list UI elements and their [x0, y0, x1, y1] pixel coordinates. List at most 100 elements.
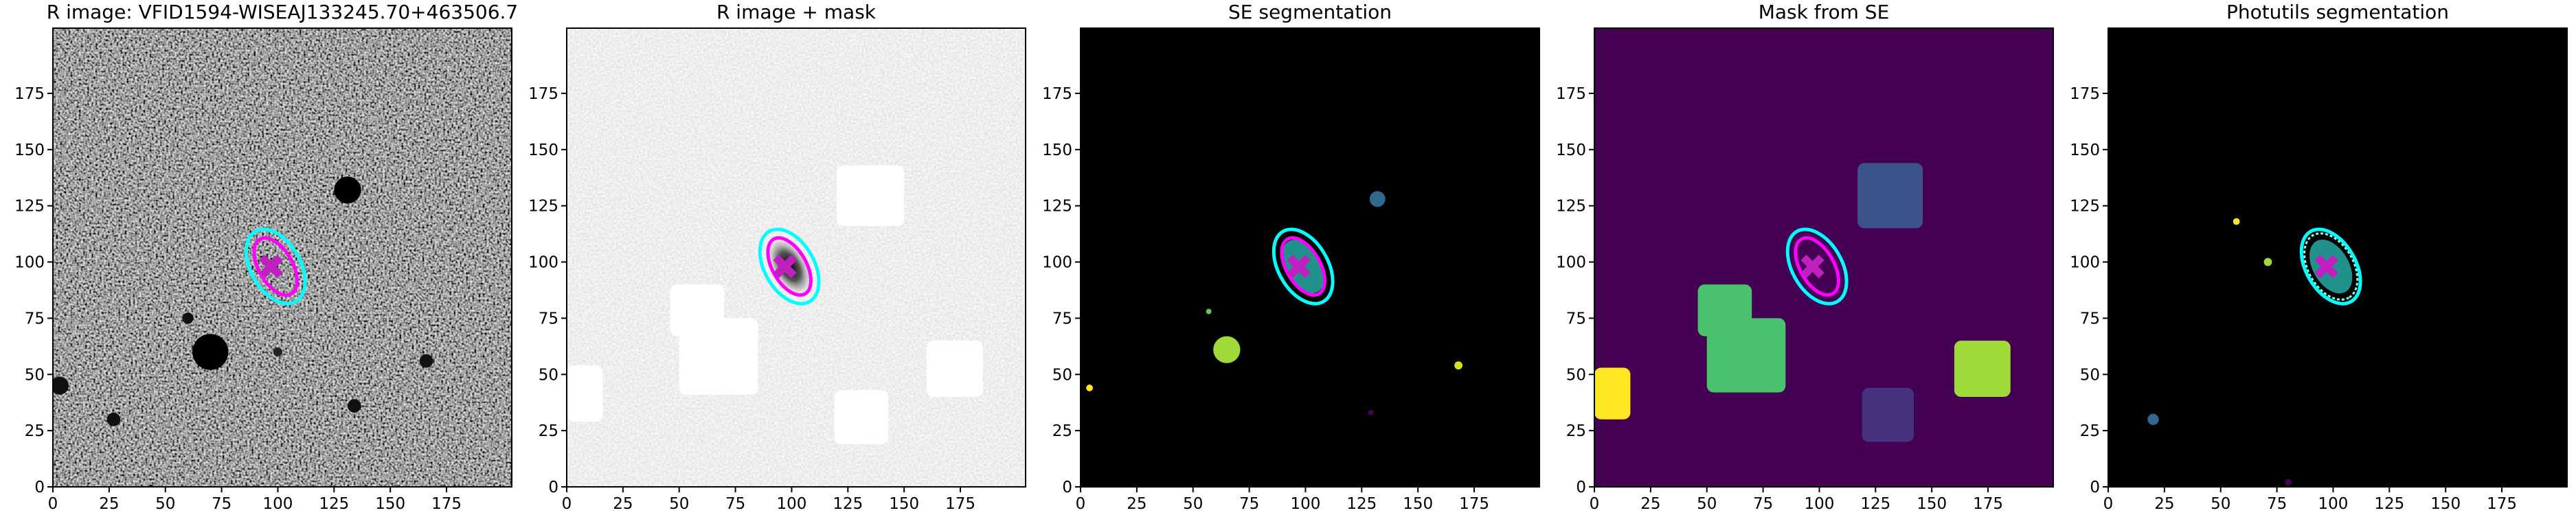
y-tick-label: 75: [1566, 310, 1586, 328]
mask-region: [1706, 318, 1786, 393]
x-tick-label: 0: [1590, 495, 1600, 513]
panel-title: R image + mask: [716, 1, 877, 23]
x-tick-label: 150: [1917, 495, 1947, 513]
y-tick-label: 125: [2070, 198, 2100, 216]
x-tick-label: 25: [613, 495, 633, 513]
y-tick-label: 175: [14, 85, 45, 103]
x-tick-label: 125: [833, 495, 863, 513]
x-tick-label: 100: [1290, 495, 1320, 513]
blob: [334, 176, 361, 204]
center-marker: [259, 254, 283, 279]
blob: [1368, 410, 1374, 415]
ellipse-inner: [766, 236, 813, 297]
axes-frame: [566, 27, 1026, 488]
ellipse-outer: [1272, 227, 1335, 306]
blob: [2285, 479, 2292, 486]
ellipse-outer: [244, 227, 307, 306]
y-tick-label: 50: [2080, 366, 2100, 384]
background: [1594, 28, 2053, 487]
x-tick-label: 75: [725, 495, 745, 513]
x-tick-label: 100: [776, 495, 806, 513]
y-tick-label: 175: [528, 85, 558, 103]
x-tick-label: 50: [1183, 495, 1203, 513]
x-tick-label: 50: [669, 495, 689, 513]
ellipse-inner: [1280, 236, 1326, 297]
axes-frame: [1080, 27, 1540, 488]
y-tick-label: 150: [2070, 141, 2100, 159]
mask-region: [836, 165, 905, 227]
panel-title: SE segmentation: [1228, 1, 1392, 23]
blob: [273, 347, 283, 357]
panel-title: R image: VFID1594-WISEAJ133245.70+463506…: [47, 1, 519, 23]
aperture: [2303, 232, 2359, 301]
y-tick-label: 150: [1042, 141, 1072, 159]
blob: [192, 334, 229, 370]
y-tick-label: 0: [548, 479, 558, 496]
mask-region: [567, 365, 603, 422]
y-tick-label: 100: [14, 254, 45, 272]
y-tick-label: 75: [2080, 310, 2100, 328]
x-tick-label: 150: [1403, 495, 1433, 513]
blob: [2263, 258, 2272, 266]
y-tick-label: 50: [1566, 366, 1586, 384]
x-tick-label: 75: [1753, 495, 1773, 513]
panel-image: [1594, 28, 2053, 487]
x-tick-label: 125: [2374, 495, 2404, 513]
x-tick-label: 75: [1239, 495, 1259, 513]
x-tick-label: 100: [262, 495, 293, 513]
x-tick-label: 75: [2267, 495, 2287, 513]
x-tick-label: 175: [431, 495, 462, 513]
center-marker: [1287, 254, 1311, 279]
y-tick-label: 50: [25, 366, 45, 384]
x-tick-label: 25: [1640, 495, 1660, 513]
x-tick-label: 125: [1346, 495, 1377, 513]
panel-image: [53, 28, 512, 487]
y-tick-label: 100: [528, 254, 558, 272]
y-tick-label: 175: [1556, 85, 1586, 103]
x-tick-label: 25: [2154, 495, 2174, 513]
axes-frame: [2108, 27, 2568, 488]
ellipse-outer: [1785, 227, 1849, 306]
y-tick-label: 25: [539, 422, 558, 440]
panel-title: Photutils segmentation: [2226, 1, 2449, 23]
y-tick-label: 125: [1042, 198, 1072, 216]
y-tick-label: 75: [1052, 310, 1072, 328]
y-tick-label: 125: [528, 198, 558, 216]
mask-region: [926, 341, 983, 398]
y-tick-label: 0: [1576, 479, 1586, 496]
y-tick-label: 25: [2080, 422, 2100, 440]
y-tick-label: 25: [1566, 422, 1586, 440]
noise: [53, 28, 512, 487]
y-tick-label: 175: [2070, 85, 2100, 103]
panel-image: [1081, 28, 1539, 487]
x-tick-label: 150: [889, 495, 919, 513]
x-tick-label: 150: [375, 495, 405, 513]
center-marker: [2314, 254, 2338, 279]
x-tick-label: 150: [2430, 495, 2461, 513]
x-tick-label: 100: [1804, 495, 1834, 513]
blob: [182, 312, 194, 324]
ellipse-outer: [2299, 227, 2362, 306]
ellipse-inner: [1794, 236, 1840, 297]
blob: [419, 354, 433, 368]
x-tick-label: 0: [562, 495, 572, 513]
y-tick-label: 150: [528, 141, 558, 159]
mask-region: [1954, 341, 2011, 398]
mask-region: [1594, 367, 1631, 420]
x-tick-label: 50: [155, 495, 175, 513]
y-tick-label: 0: [2090, 479, 2100, 496]
blob: [2233, 218, 2240, 225]
y-tick-label: 75: [25, 310, 45, 328]
blob: [1213, 336, 1241, 363]
blob: [106, 412, 121, 426]
blob: [53, 376, 69, 395]
ellipse-inner: [252, 236, 299, 297]
blob: [347, 399, 361, 413]
y-tick-label: 100: [1042, 254, 1072, 272]
panel-image: [567, 28, 1026, 487]
x-tick-label: 0: [48, 495, 58, 513]
blob: [1369, 191, 1386, 207]
x-tick-label: 25: [1127, 495, 1146, 513]
blob: [2147, 413, 2159, 425]
